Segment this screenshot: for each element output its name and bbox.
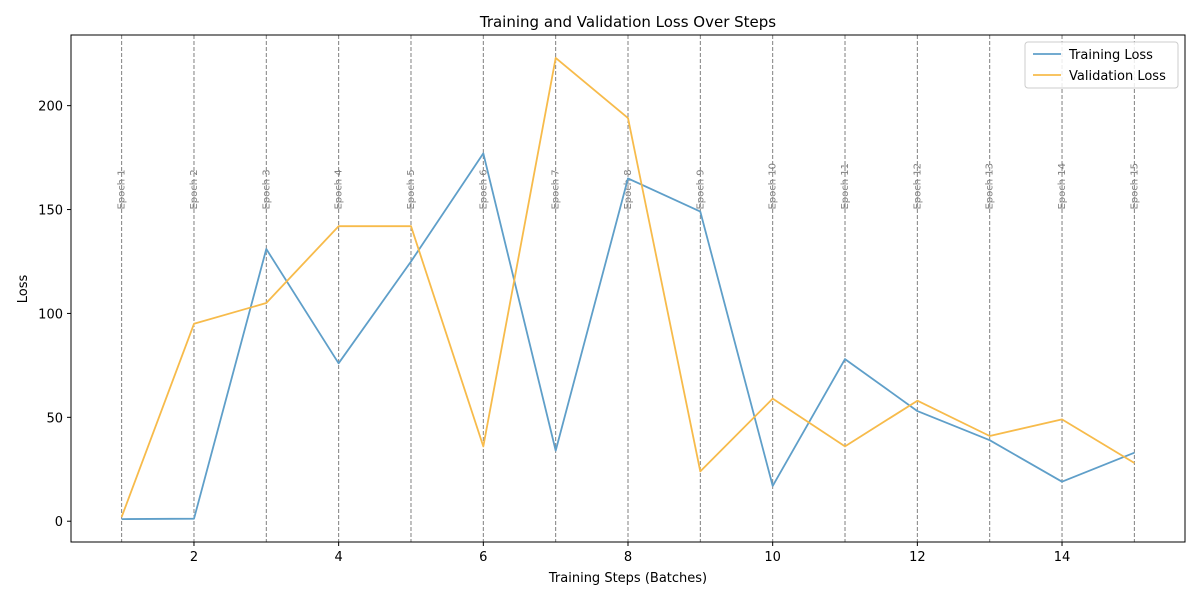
x-tick-label: 6	[479, 550, 487, 565]
x-tick-label: 8	[624, 550, 632, 565]
legend-box	[1024, 41, 1179, 89]
epoch-label: Epoch 9	[695, 169, 706, 209]
epoch-label: Epoch 4	[334, 169, 345, 209]
epoch-label: Epoch 8	[623, 169, 634, 209]
y-axis-label: Loss	[16, 275, 31, 304]
x-tick-label: 4	[335, 550, 343, 565]
axis-ticks: 2 4 6 8 10 12 14 0 50 100 150 200	[38, 100, 1070, 565]
x-tick-label: 12	[909, 550, 926, 565]
epoch-label: Epoch 11	[840, 163, 851, 210]
epoch-label: Epoch 14	[1057, 163, 1068, 210]
epoch-markers: Epoch 1 Epoch 2 Epoch 3 Epoch 4 Epoch 5 Epoch…	[117, 35, 1140, 542]
legend-label: Validation Loss	[1069, 69, 1166, 84]
chart-title: Training and Validation Loss Over Steps	[479, 13, 776, 31]
series-line-validation	[120, 57, 1135, 518]
y-tick-label: 150	[38, 204, 63, 219]
x-tick-label: 10	[764, 550, 781, 565]
epoch-label: Epoch 12	[912, 163, 923, 210]
series-line-training	[121, 152, 1135, 520]
y-tick-label: 100	[38, 307, 63, 322]
epoch-label: Epoch 6	[478, 169, 489, 209]
x-axis-label: Training Steps (Batches)	[548, 571, 707, 586]
y-tick-label: 0	[55, 515, 63, 530]
epoch-label: Epoch 5	[406, 169, 417, 209]
epoch-label: Epoch 2	[189, 169, 200, 209]
epoch-label: Epoch 7	[551, 169, 562, 209]
epoch-label: Epoch 10	[768, 163, 779, 210]
epoch-label: Epoch 15	[1129, 163, 1140, 210]
y-tick-label: 200	[38, 100, 63, 115]
legend: Training Loss Validation Loss	[1024, 41, 1179, 89]
legend-label: Training Loss	[1068, 48, 1153, 63]
series-lines	[120, 57, 1135, 520]
epoch-label: Epoch 3	[261, 169, 272, 209]
epoch-label: Epoch 1	[117, 169, 128, 209]
epoch-label: Epoch 13	[985, 163, 996, 210]
x-tick-label: 2	[190, 550, 198, 565]
x-tick-label: 14	[1054, 550, 1071, 565]
y-tick-label: 50	[46, 411, 63, 426]
